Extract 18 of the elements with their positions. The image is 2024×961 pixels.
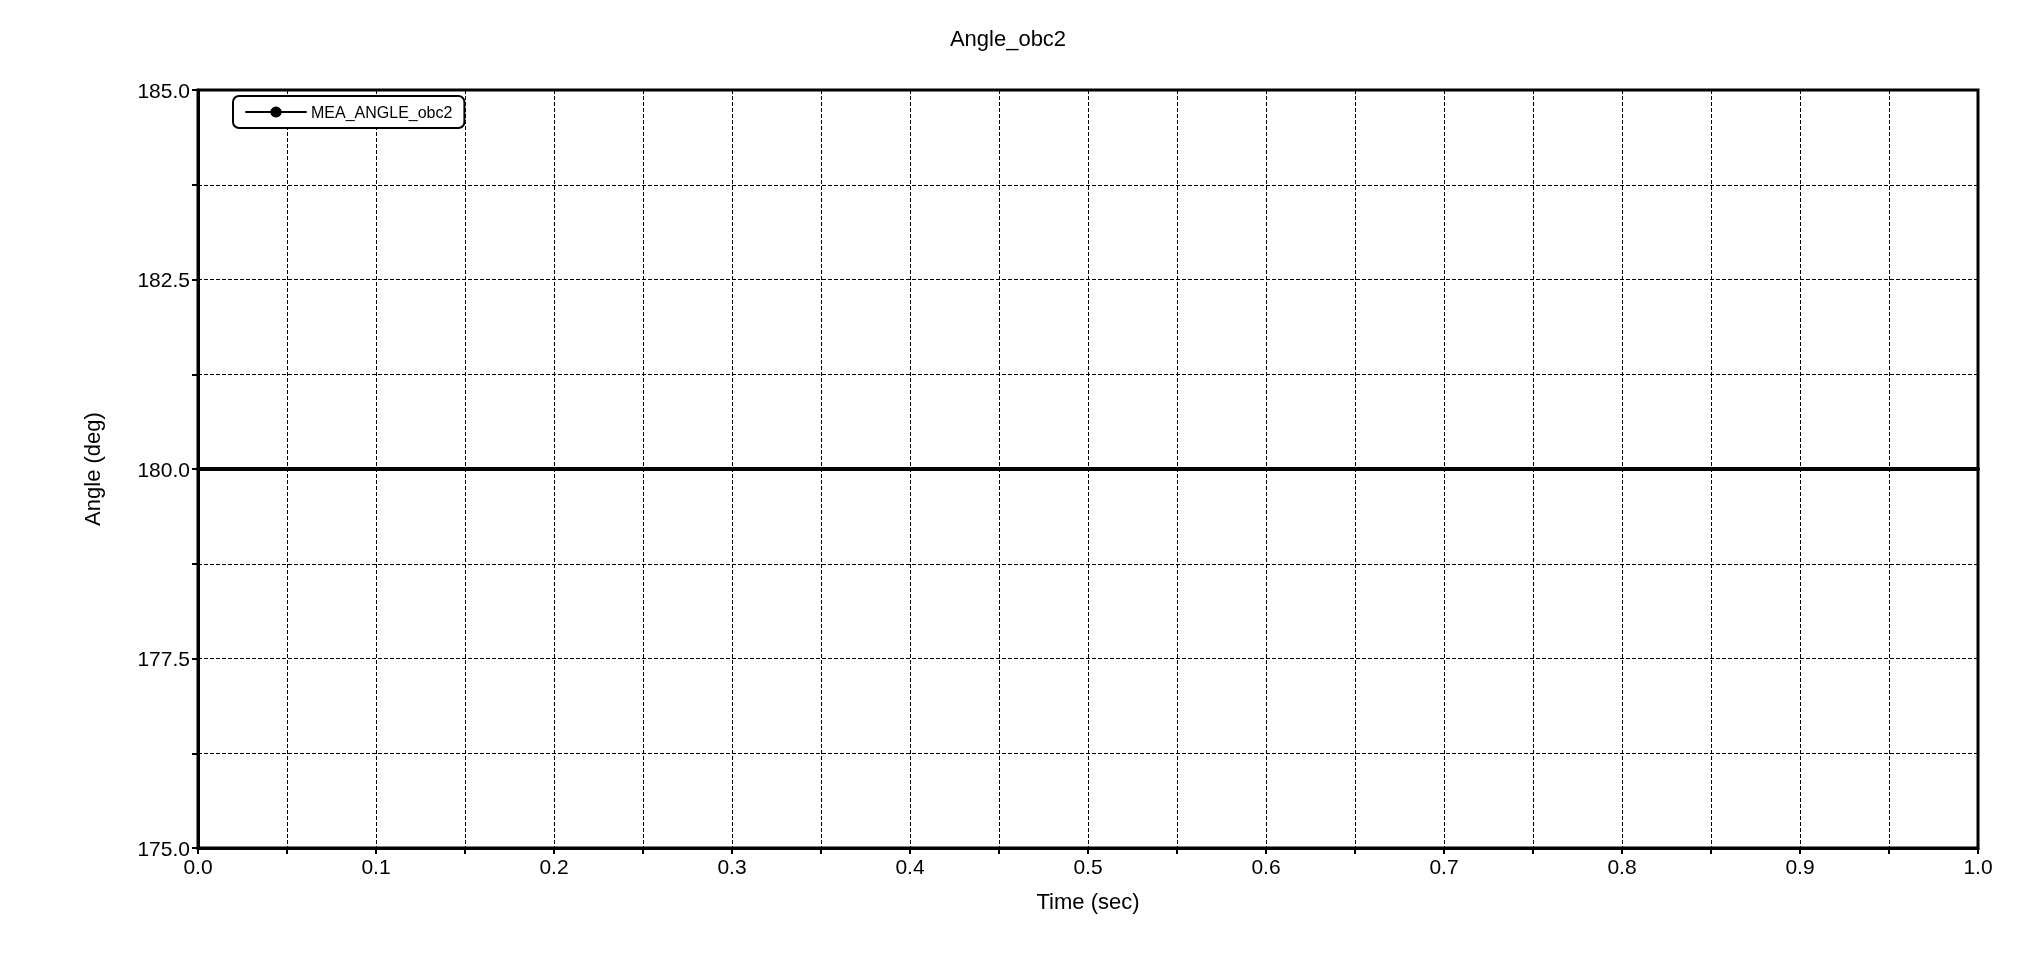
x-tick-label: 0.6 bbox=[1251, 855, 1281, 878]
x-tick-label: 0.5 bbox=[1073, 855, 1103, 878]
x-tick-label: 0.9 bbox=[1785, 855, 1815, 878]
x-tick-label: 0.1 bbox=[361, 855, 391, 878]
legend-label: MEA_ANGLE_obc2 bbox=[311, 103, 453, 122]
x-tick-label: 1.0 bbox=[1963, 855, 1993, 878]
x-tick-label: 0.7 bbox=[1429, 855, 1459, 878]
x-axis-title: Time (sec) bbox=[1036, 888, 1140, 914]
y-tick-label: 180.0 bbox=[137, 457, 190, 481]
x-tick-label: 0.4 bbox=[895, 855, 925, 878]
y-tick-label: 177.5 bbox=[137, 647, 190, 670]
x-tick-label: 0.8 bbox=[1607, 855, 1637, 878]
y-tick-label: 185.0 bbox=[137, 78, 190, 102]
chart-title: Angle_obc2 bbox=[949, 25, 1067, 51]
x-tick-label: 0.3 bbox=[717, 855, 747, 878]
x-tick-label: 0.2 bbox=[539, 855, 569, 878]
y-tick-label: 182.5 bbox=[137, 268, 190, 291]
y-axis-title: Angle (deg) bbox=[79, 412, 105, 526]
